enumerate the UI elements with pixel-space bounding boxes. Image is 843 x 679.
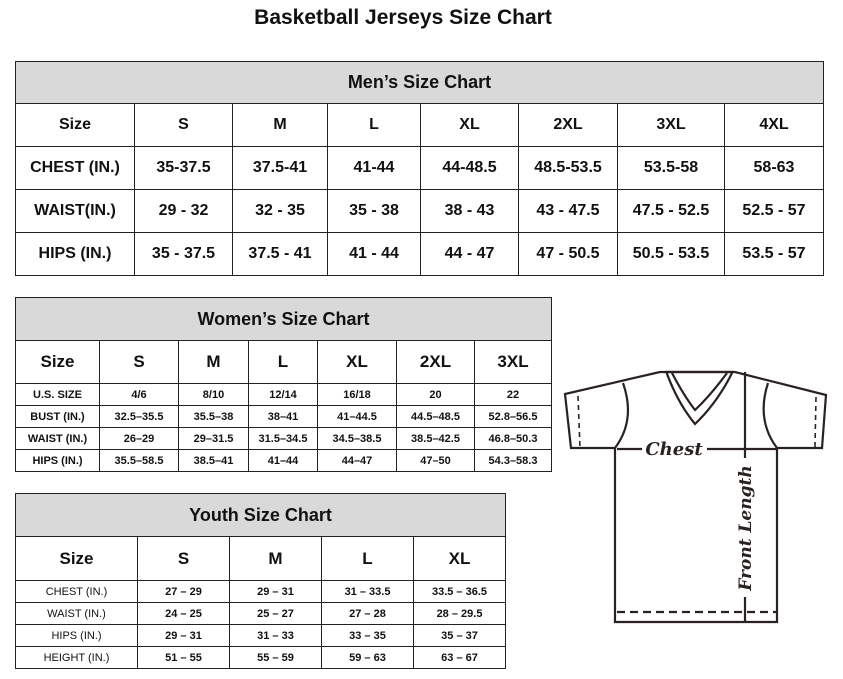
table-row: WAIST(IN.) 29 - 32 32 - 35 35 - 38 38 - 43 43…	[15, 189, 824, 233]
table-cell: 12/14	[248, 383, 318, 406]
column-header: L	[327, 103, 421, 147]
table-cell: 38 - 43	[420, 189, 519, 233]
table-row: WAIST (IN.) 26–29 29–31.5 31.5–34.5 34.5–38.…	[15, 427, 553, 450]
table-cell: 47 - 50.5	[518, 232, 618, 276]
table-row: WAIST (IN.) 24 – 25 25 – 27 27 – 28 28 – 29.…	[15, 602, 507, 625]
column-header: Size	[15, 536, 138, 581]
table-cell: 33.5 – 36.5	[412, 580, 507, 603]
table-row: BUST (IN.) 32.5–35.5 35.5–38 38–41 41–44.5 44…	[15, 405, 553, 428]
table-cell: 35.5–58.5	[99, 449, 179, 472]
column-header: 4XL	[724, 103, 824, 147]
table-cell: 55 – 59	[229, 646, 322, 669]
row-label: BUST (IN.)	[15, 405, 100, 428]
table-cell: 53.5 - 57	[724, 232, 824, 276]
column-header: XL	[317, 340, 397, 384]
table-caption: Women’s Size Chart	[14, 297, 553, 341]
table-cell: 32 - 35	[232, 189, 328, 233]
table-cell: 22	[473, 383, 553, 406]
table-cell: 8/10	[178, 383, 249, 406]
table-cell: 28 – 29.5	[412, 602, 507, 625]
table-cell: 58-63	[724, 146, 824, 190]
column-header: 3XL	[473, 340, 553, 384]
table-caption: Men’s Size Chart	[15, 61, 824, 104]
table-cell: 31 – 33.5	[321, 580, 414, 603]
front-length-label: Front Length	[736, 465, 756, 591]
table-cell: 37.5 - 41	[232, 232, 328, 276]
row-label: WAIST (IN.)	[15, 427, 100, 450]
table-cell: 35 - 37.5	[134, 232, 233, 276]
table-cell: 54.3–58.3	[473, 449, 553, 472]
table-row: HIPS (IN.) 35 - 37.5 37.5 - 41 41 - 44 44 - …	[15, 232, 824, 276]
youth-size-table: Youth Size Chart Size S M L XL CHEST (IN.) 27 –…	[14, 493, 507, 669]
row-label: U.S. SIZE	[15, 383, 100, 406]
column-header: XL	[420, 103, 519, 147]
table-row: CHEST (IN.) 35-37.5 37.5-41 41-44 44-48.5 48.…	[15, 146, 824, 190]
column-header: L	[321, 536, 414, 581]
row-label: HIPS (IN.)	[15, 449, 100, 472]
table-cell: 25 – 27	[229, 602, 322, 625]
table-cell: 44 - 47	[420, 232, 519, 276]
table-cell: 50.5 - 53.5	[617, 232, 725, 276]
row-label: WAIST(IN.)	[15, 189, 135, 233]
table-row: U.S. SIZE 4/6 8/10 12/14 16/18 20 22	[15, 383, 553, 406]
row-label: HIPS (IN.)	[15, 232, 135, 276]
table-row: HIPS (IN.) 35.5–58.5 38.5–41 41–44 44–47 47–5…	[15, 449, 553, 472]
column-header: Size	[15, 340, 100, 384]
table-cell: 29–31.5	[178, 427, 249, 450]
table-cell: 48.5-53.5	[518, 146, 618, 190]
row-label: CHEST (IN.)	[15, 146, 135, 190]
table-cell: 35-37.5	[134, 146, 233, 190]
table-cell: 37.5-41	[232, 146, 328, 190]
column-header: L	[248, 340, 318, 384]
table-row: HIPS (IN.) 29 – 31 31 – 33 33 – 35 35 – 37	[15, 624, 507, 647]
row-label: CHEST (IN.)	[15, 580, 138, 603]
mens-size-table: Men’s Size Chart Size S M L XL 2XL 3XL 4XL CHEST …	[15, 61, 824, 276]
table-cell: 16/18	[317, 383, 397, 406]
table-cell: 41–44.5	[317, 405, 397, 428]
table-cell: 47–50	[396, 449, 475, 472]
table-cell: 35 – 37	[412, 624, 507, 647]
table-cell: 44-48.5	[420, 146, 519, 190]
column-header: M	[229, 536, 322, 581]
chest-label: Chest	[645, 439, 703, 460]
table-cell: 51 – 55	[137, 646, 230, 669]
table-row: CHEST (IN.) 27 – 29 29 – 31 31 – 33.5 33.5 –…	[15, 580, 507, 603]
table-cell: 63 – 67	[412, 646, 507, 669]
womens-size-table: Women’s Size Chart Size S M L XL 2XL 3XL U.S. SI…	[14, 297, 553, 472]
table-row: HEIGHT (IN.) 51 – 55 55 – 59 59 – 63 63 – 67	[15, 646, 507, 669]
table-cell: 53.5-58	[617, 146, 725, 190]
table-cell: 52.5 - 57	[724, 189, 824, 233]
table-cell: 52.8–56.5	[473, 405, 553, 428]
table-cell: 32.5–35.5	[99, 405, 179, 428]
table-cell: 41–44	[248, 449, 318, 472]
table-cell: 41 - 44	[327, 232, 421, 276]
table-caption: Youth Size Chart	[14, 493, 507, 537]
page-title: Basketball Jerseys Size Chart	[254, 6, 552, 29]
row-label: HEIGHT (IN.)	[15, 646, 138, 669]
table-cell: 29 - 32	[134, 189, 233, 233]
column-header: 2XL	[396, 340, 475, 384]
table-cell: 34.5–38.5	[317, 427, 397, 450]
